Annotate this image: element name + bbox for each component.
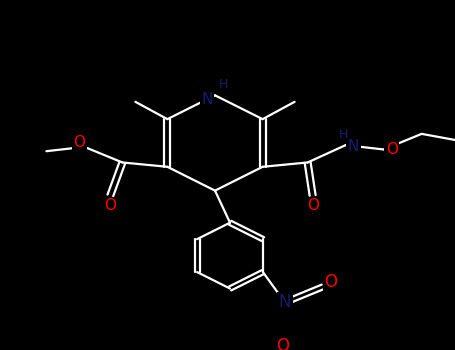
Text: O: O	[324, 273, 338, 292]
Text: O: O	[73, 135, 86, 150]
Text: O: O	[104, 198, 116, 213]
Text: O: O	[386, 142, 398, 157]
Text: H: H	[218, 78, 228, 91]
Text: N: N	[201, 92, 212, 107]
Text: H: H	[339, 128, 349, 141]
Text: N: N	[348, 139, 359, 154]
Text: N: N	[278, 293, 291, 312]
Text: O: O	[307, 198, 318, 213]
Text: O: O	[276, 337, 289, 350]
